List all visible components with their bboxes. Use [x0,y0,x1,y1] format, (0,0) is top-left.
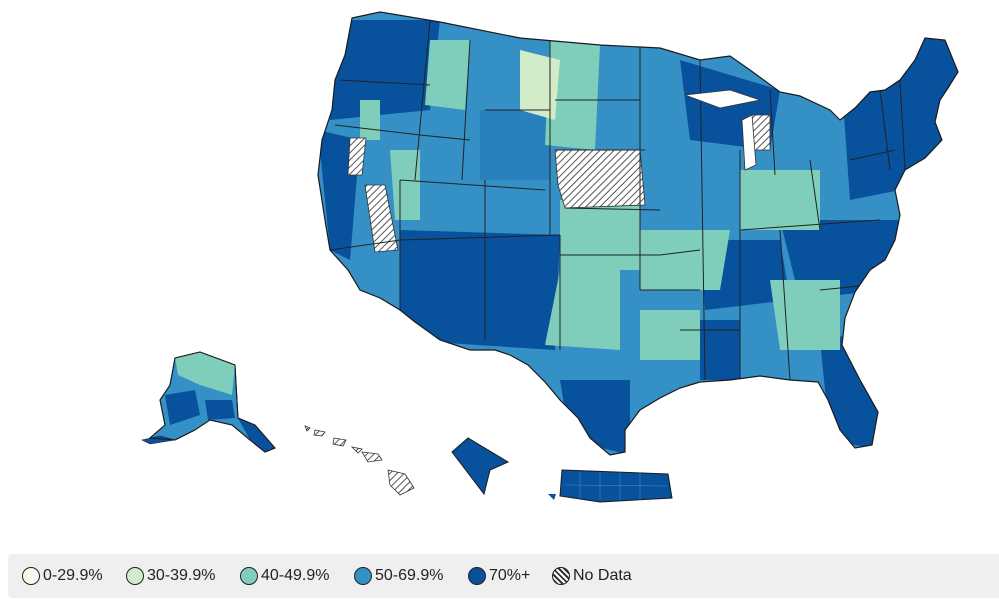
puerto-rico [548,469,673,503]
legend-item-70-plus[interactable]: 70%+ [468,554,530,598]
choropleth-map [141,11,959,503]
legend-label-30-39: 30-39.9% [147,567,216,584]
legend-label-70-plus: 70%+ [489,567,531,584]
legend-label-no-data: No Data [573,567,632,584]
legend-swatch-no-data [552,567,570,585]
district-of-columbia [451,437,510,496]
hawaii [304,425,415,496]
lake-michigan [741,114,757,171]
alaska [141,351,276,453]
legend-swatch-50-69 [354,567,372,585]
legend-item-40-49[interactable]: 40-49.9% [240,554,330,598]
legend-swatch-0-29 [22,567,40,585]
legend-item-no-data[interactable]: No Data [552,554,632,598]
legend: 0-29.9% 30-39.9% 40-49.9% 50-69.9% 70%+ … [8,554,999,598]
legend-swatch-40-49 [240,567,258,585]
legend-swatch-30-39 [126,567,144,585]
legend-item-0-29[interactable]: 0-29.9% [22,554,103,598]
legend-item-30-39[interactable]: 30-39.9% [126,554,216,598]
lake-superior [684,89,762,109]
legend-label-0-29: 0-29.9% [43,567,103,584]
legend-swatch-70-plus [468,567,486,585]
legend-label-50-69: 50-69.9% [375,567,444,584]
legend-item-50-69[interactable]: 50-69.9% [354,554,444,598]
continental-us [317,11,959,456]
legend-label-40-49: 40-49.9% [261,567,330,584]
